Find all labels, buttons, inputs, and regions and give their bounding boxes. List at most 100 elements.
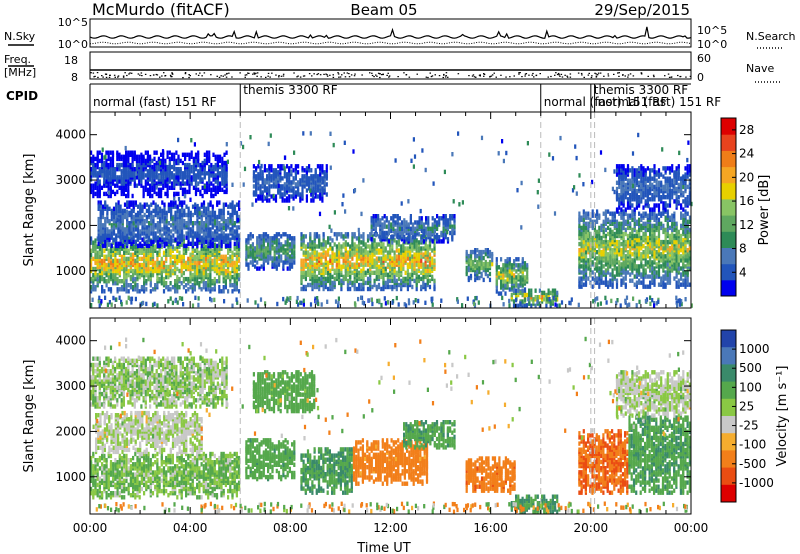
echo-cell (200, 287, 203, 292)
echo-cell (134, 212, 137, 218)
nave-dot (254, 73, 256, 75)
nave-dot (210, 74, 212, 76)
echo-cell (144, 158, 147, 164)
echo-cell (165, 281, 168, 286)
echo-cell (125, 162, 128, 168)
echo-cell (290, 194, 293, 199)
echo-cell (453, 214, 456, 219)
echo-cell (480, 265, 483, 271)
echo-cell (162, 177, 165, 182)
echo-cell (201, 177, 204, 182)
echo-cell (136, 272, 139, 278)
echo-cell (143, 219, 146, 224)
echo-cell (191, 264, 194, 270)
echo-cell (424, 240, 427, 245)
echo-cell (233, 283, 236, 288)
echo-cell (429, 237, 432, 242)
echo-cell (380, 274, 383, 280)
echo-cell (302, 258, 305, 263)
echo-cell (478, 255, 481, 261)
echo-cell (211, 223, 214, 228)
echo-cell (122, 154, 125, 159)
echo-cell (291, 250, 294, 255)
echo-cell (351, 252, 354, 257)
echo-cell (204, 287, 208, 292)
echo-cell (220, 254, 223, 259)
nave-dot (483, 75, 485, 77)
echo-cell (266, 174, 269, 179)
nave-dot (478, 74, 481, 76)
echo-cell (152, 239, 155, 244)
echo-cell (384, 280, 387, 286)
echo-cell (176, 266, 179, 272)
echo-cell (433, 242, 436, 247)
echo-cell (538, 301, 541, 306)
echo-cell (98, 150, 101, 155)
echo-cell (183, 219, 186, 224)
echo-cell (373, 232, 376, 237)
echo-cell (145, 266, 148, 272)
echo-cell (148, 231, 151, 236)
echo-cell (160, 193, 163, 199)
echo-cell (145, 225, 148, 230)
nave-dot (596, 74, 599, 76)
echo-cell (101, 223, 105, 228)
echo-cell (299, 198, 302, 203)
echo-cell (123, 235, 127, 240)
echo-cell (308, 186, 311, 191)
echo-cell (369, 236, 372, 241)
echo-cell (191, 272, 194, 278)
echo-cell (92, 183, 95, 188)
echo-cell (118, 287, 121, 292)
echo-cell (395, 254, 398, 259)
echo-cell (168, 156, 171, 162)
date-label: 29/Sep/2015 (594, 1, 690, 19)
freq-tick-bottom: 8 (71, 71, 78, 84)
echo-cell (227, 233, 230, 238)
echo-cell (225, 164, 228, 170)
echo-cell (147, 274, 150, 280)
echo-cell (223, 189, 226, 195)
freq-panel: Freq. [MHz] 18 8 60 0 Nave (4, 51, 780, 84)
echo-cell (382, 256, 385, 261)
echo-cell (422, 274, 425, 280)
echo-cell (304, 276, 307, 282)
echo-cell (360, 240, 363, 245)
echo-cell (134, 244, 137, 249)
echo-cell (132, 252, 135, 257)
echo-cell (227, 221, 230, 226)
echo-cell (194, 158, 198, 164)
echo-cell (189, 258, 192, 264)
echo-cell (519, 263, 522, 268)
nave-dot (350, 74, 353, 76)
echo-cell (321, 164, 324, 169)
echo-cell (229, 258, 232, 264)
echo-cell (211, 258, 214, 264)
echo-cell (109, 185, 112, 190)
echo-cell (209, 272, 212, 278)
echo-cell (283, 182, 286, 187)
nave-dot (640, 73, 643, 75)
echo-cell (391, 266, 394, 271)
echo-cell (193, 248, 196, 253)
echo-cell (103, 258, 106, 264)
echo-cell (338, 250, 341, 255)
nave-dot (171, 76, 173, 78)
echo-cell (148, 237, 151, 242)
echo-cell (358, 282, 361, 288)
echo-cell (523, 292, 526, 298)
echo-cell (94, 238, 97, 243)
echo-cell (288, 178, 291, 183)
echo-cell (103, 289, 106, 294)
echo-cell (291, 264, 294, 269)
nsky-frame (89, 18, 692, 48)
echo-cell (164, 158, 167, 164)
nave-dot (445, 72, 448, 74)
nave-dot (376, 75, 378, 77)
echo-cell (132, 200, 135, 205)
echo-cell (327, 270, 330, 275)
echo-cell (578, 223, 581, 229)
nave-dot (473, 76, 476, 78)
echo-cell (151, 164, 154, 170)
echo-cell (297, 186, 300, 191)
